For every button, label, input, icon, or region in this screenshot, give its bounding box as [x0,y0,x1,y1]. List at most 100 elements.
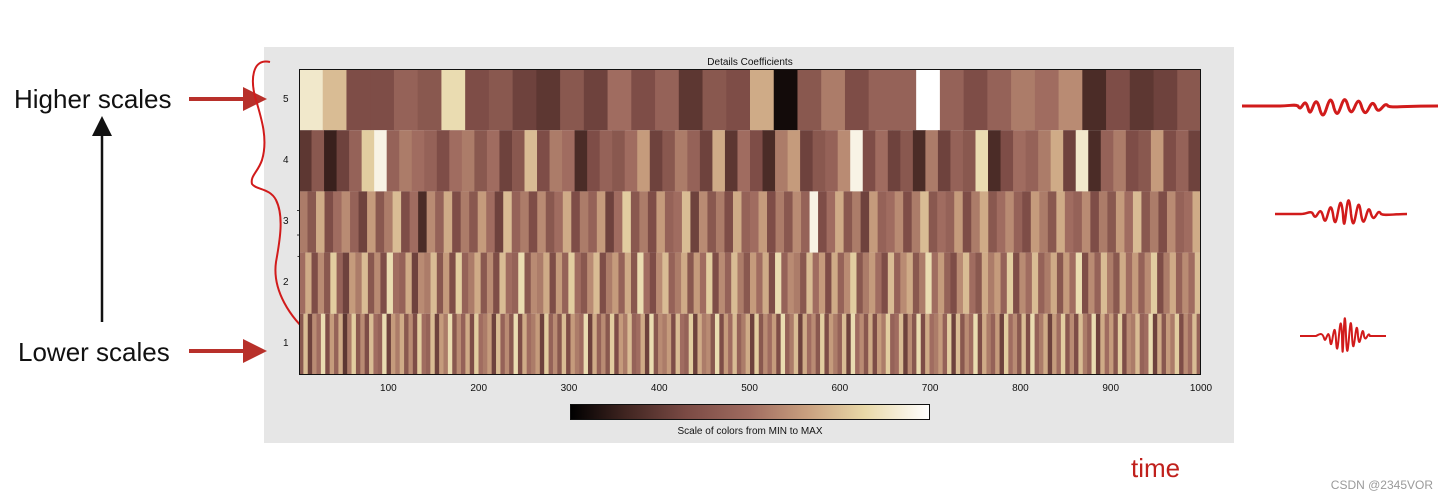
heatmap-cell-level-1 [408,313,414,375]
heatmap-cell-level-1 [491,313,497,375]
heatmap-cell-level-3 [299,191,309,253]
heatmap-cell-level-2 [1044,252,1052,314]
heatmap-cell-level-3 [307,191,317,253]
heatmap-cell-level-2 [1000,252,1008,314]
heatmap-cell-level-4 [374,130,388,192]
heatmap-cell-level-2 [818,252,826,314]
heatmap-cell-level-1 [999,313,1005,375]
heatmap-cell-level-2 [1063,252,1071,314]
heatmap-cell-level-3 [358,191,368,253]
heatmap-cell-level-4 [587,130,601,192]
heatmap-cell-level-4 [724,130,739,192]
heatmap-cell-level-2 [480,252,488,314]
heatmap-cell-level-3 [1158,191,1168,253]
heatmap-cell-level-3 [579,191,589,253]
heatmap-cell-level-5 [393,69,419,131]
heatmap-cell-level-1 [881,313,887,375]
heatmap-cell-level-3 [528,191,538,253]
heatmap-cell-level-4 [524,130,538,192]
heatmap-cell-level-3 [452,191,462,253]
heatmap-cell-level-2 [712,252,720,314]
heatmap-cell-level-1 [1183,313,1189,375]
heatmap-cell-level-1 [583,313,589,375]
heatmap-cell-level-2 [1194,252,1201,314]
colorbar [570,404,930,420]
heatmap-cell-level-5 [512,69,537,131]
heatmap-cell-level-3 [1022,191,1032,253]
heatmap-cell-level-1 [789,313,795,375]
heatmap-cell-level-1 [412,313,418,375]
heatmap-cell-level-1 [299,313,304,375]
heatmap-cell-level-1 [990,313,996,375]
heatmap-cell-level-1 [890,313,896,375]
heatmap-cell-level-4 [549,130,563,192]
heatmap-cell-level-3 [809,191,819,253]
heatmap-cell-level-4 [674,130,688,192]
heatmap-cell-level-4 [1013,130,1027,192]
heatmap-cell-level-3 [979,191,989,253]
heatmap-cell-level-4 [1138,130,1152,192]
heatmap-cell-level-1 [780,313,786,375]
heatmap-cell-level-4 [1000,130,1014,192]
y-tick-2: 2 [283,277,289,289]
heatmap-cell-level-1 [487,313,493,375]
heatmap-cell-level-1 [1052,313,1058,375]
heatmap-cell-level-1 [1091,313,1097,375]
heatmap-cell-level-1 [364,313,370,375]
heatmap-cell-level-2 [1013,252,1020,314]
heatmap-cell-level-5 [370,69,395,131]
heatmap-cell-level-1 [1060,313,1066,375]
heatmap-cell-level-2 [662,252,670,314]
heatmap-cell-level-3 [520,191,530,253]
heatmap-cell-level-1 [1170,313,1176,375]
heatmap-cell-level-1 [662,313,668,375]
heatmap-cell-level-2 [825,252,833,314]
heatmap-cell-level-2 [1144,252,1152,314]
heatmap-cell-level-3 [316,191,326,253]
heatmap-cell-level-3 [767,191,777,253]
heatmap-cell-level-3 [630,191,640,253]
heatmap-cell-level-1 [355,313,361,375]
heatmap-cell-level-1 [338,313,344,375]
heatmap-cell-level-1 [456,313,462,375]
heatmap-cell-level-2 [975,252,983,314]
heatmap-cell-level-4 [637,130,651,192]
heatmap-cell-level-3 [1149,191,1160,253]
heatmap-cell-level-2 [969,252,977,314]
heatmap-cell-level-1 [614,313,620,375]
heatmap-cell-level-3 [852,191,862,253]
heatmap-cell-level-5 [1011,69,1036,131]
heatmap-cell-level-1 [1087,313,1093,375]
heatmap-cell-level-1 [509,313,515,375]
heatmap-cell-level-2 [1031,252,1039,314]
heatmap-cell-level-1 [898,313,904,375]
heatmap-cell-level-3 [1107,191,1117,253]
heatmap-cell-level-2 [1075,252,1083,314]
heatmap-cell-level-1 [982,313,988,375]
heatmap-cell-level-1 [1174,313,1180,375]
heatmap-cell-level-2 [449,252,457,314]
heatmap-cell-level-1 [1148,313,1154,375]
heatmap-cell-level-1 [863,313,869,375]
heatmap-cell-level-5 [346,69,371,131]
heatmap-cell-level-1 [1179,313,1185,375]
heatmap-cell-level-3 [443,191,453,253]
heatmap-cell-level-2 [906,252,914,314]
heatmap-cell-level-4 [599,130,613,192]
heatmap-cell-level-1 [859,313,865,375]
heatmap-cell-level-4 [436,130,450,192]
heatmap-cell-level-1 [1030,313,1036,375]
heatmap-cell-level-4 [486,130,501,192]
heatmap-cell-level-2 [656,252,663,314]
heatmap-cell-level-2 [681,252,688,314]
heatmap-cell-level-3 [996,191,1006,253]
heatmap-cell-level-1 [1157,313,1163,375]
heatmap-cell-level-4 [787,130,801,192]
heatmap-cell-level-3 [894,191,904,253]
heatmap-cell-level-4 [1100,130,1114,192]
heatmap-cell-level-4 [299,130,313,192]
heatmap-cell-level-2 [1163,252,1171,314]
heatmap-cell-level-1 [706,313,712,375]
heatmap-cell-level-2 [624,252,632,314]
x-tick-400: 400 [650,383,668,394]
